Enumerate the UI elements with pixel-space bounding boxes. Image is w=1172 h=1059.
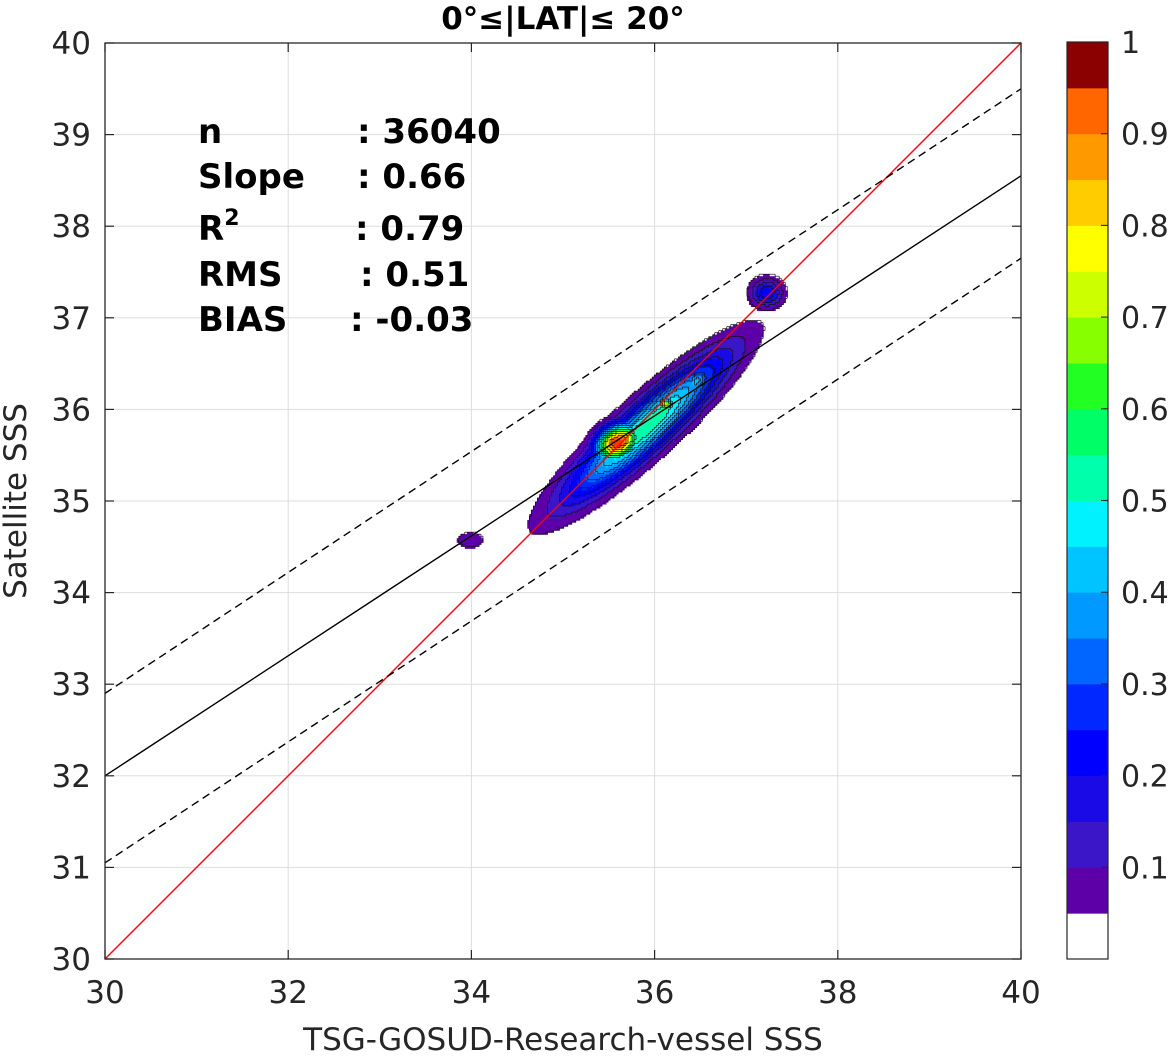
density-scatter-chart: 303234363840 3031323334353637383940 n: 3…: [0, 0, 1172, 1055]
chart-root: 303234363840 3031323334353637383940 n: 3…: [0, 0, 1172, 1055]
